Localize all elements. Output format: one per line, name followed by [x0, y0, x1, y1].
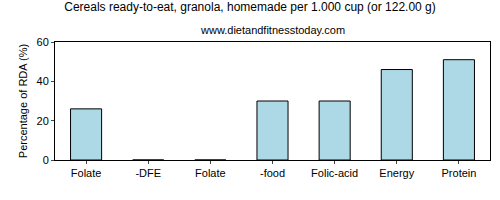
svg-text:-food: -food	[260, 167, 285, 179]
svg-text:Folate: Folate	[71, 167, 102, 179]
svg-text:Cereals ready-to-eat, granola,: Cereals ready-to-eat, granola, homemade …	[64, 0, 436, 14]
svg-text:-DFE: -DFE	[135, 167, 161, 179]
svg-text:40: 40	[37, 75, 49, 87]
svg-text:www.dietandfitnesstoday.com: www.dietandfitnesstoday.com	[200, 24, 345, 36]
svg-text:60: 60	[37, 36, 49, 48]
svg-text:0: 0	[43, 154, 49, 166]
svg-text:20: 20	[37, 115, 49, 127]
svg-text:Percentage of RDA (%): Percentage of RDA (%)	[17, 44, 29, 158]
svg-text:Energy: Energy	[379, 167, 414, 179]
svg-text:Folate: Folate	[195, 167, 226, 179]
svg-text:Folic-acid: Folic-acid	[311, 167, 358, 179]
svg-text:Protein: Protein	[442, 167, 477, 179]
